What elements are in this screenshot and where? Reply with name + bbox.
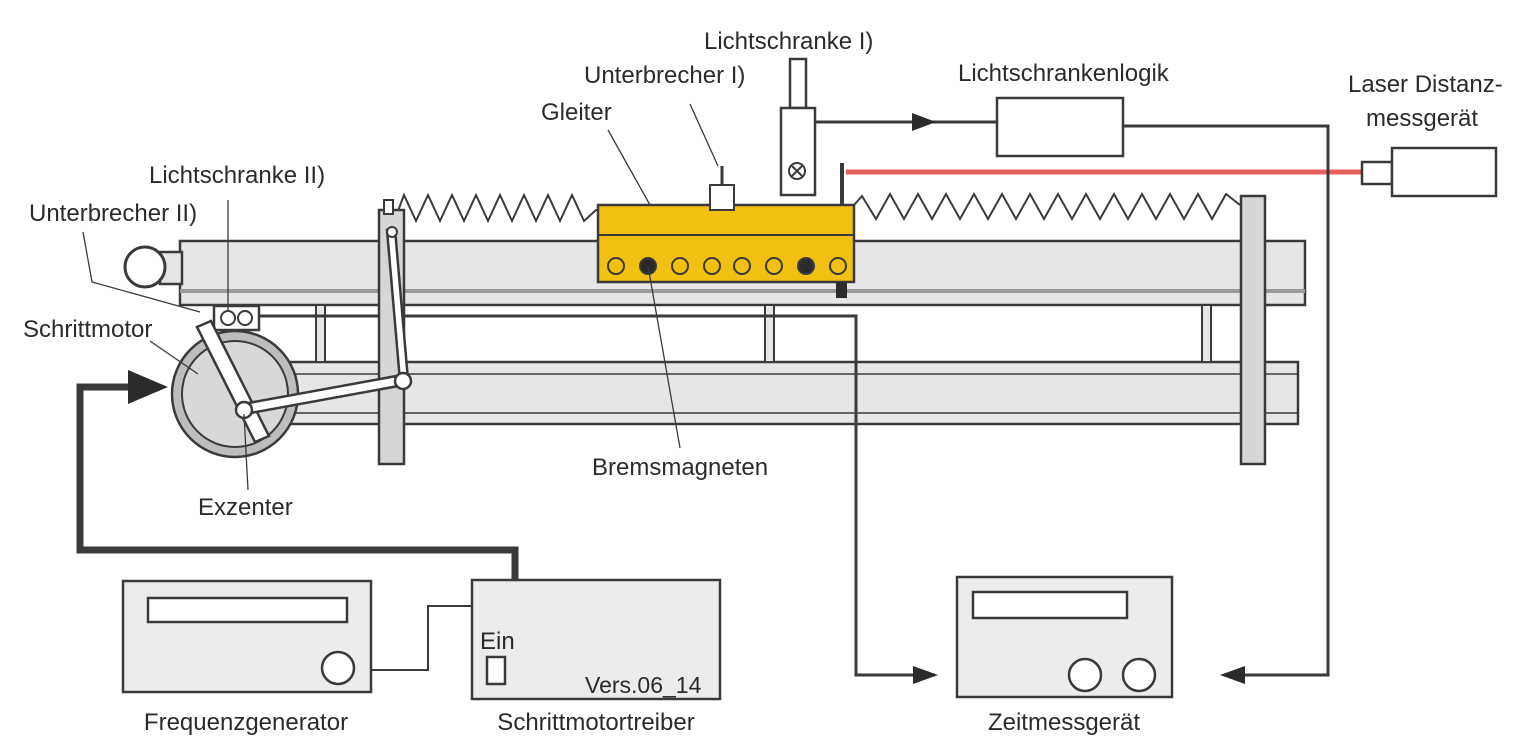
- label-schrittmotor: Schrittmotor: [23, 316, 153, 343]
- wire-arrows: [128, 113, 1245, 684]
- light-barrier-logic: [995, 96, 1125, 158]
- linkage: [234, 226, 413, 420]
- lever-pin: [383, 199, 394, 215]
- label-lichtschrankenlogik: Lichtschrankenlogik: [958, 60, 1169, 87]
- label-lichtschranke-2: Lichtschranke II): [149, 162, 326, 189]
- label-zeitmessgeraet: Zeitmessgerät: [987, 709, 1141, 736]
- motor-power-cable: [76, 383, 519, 580]
- light-barrier-1: [779, 57, 817, 197]
- label-unterbrecher-2: Unterbrecher II): [29, 200, 198, 227]
- rail-supports: [315, 304, 1212, 363]
- timer-device: [955, 575, 1174, 699]
- air-supply-connector: [123, 245, 184, 289]
- wires: [258, 120, 1330, 677]
- label-bremsmagneten: Bremsmagneten: [592, 454, 769, 481]
- support-beam: [283, 360, 1300, 426]
- label-unterbrecher-1: Unterbrecher I): [584, 62, 746, 89]
- glider-fin: [836, 282, 847, 298]
- right-spring: [853, 191, 1241, 222]
- stepper-driver: [470, 578, 722, 701]
- light-barrier-2: [212, 304, 261, 332]
- label-gleiter: Gleiter: [541, 99, 612, 126]
- label-frequenzgenerator: Frequenzgenerator: [143, 709, 349, 736]
- label-ein: Ein: [480, 628, 515, 655]
- leader-lines: [82, 103, 719, 491]
- glider: [596, 203, 856, 284]
- brake-magnets: [607, 257, 847, 275]
- frequency-generator: [121, 579, 373, 694]
- end-post: [1239, 194, 1267, 466]
- interrupter-1: [709, 166, 735, 211]
- label-laser-line1: Laser Distanz-: [1348, 71, 1503, 98]
- label-version: Vers.06_14: [585, 672, 702, 698]
- label-lichtschranke-1: Lichtschranke I): [704, 28, 874, 55]
- left-spring: [397, 192, 599, 224]
- label-schrittmotortreiber: Schrittmotortreiber: [497, 709, 695, 736]
- label-laser-line2: messgerät: [1366, 105, 1479, 132]
- label-exzenter: Exzenter: [198, 494, 293, 521]
- laser-distance-meter: [1360, 146, 1498, 198]
